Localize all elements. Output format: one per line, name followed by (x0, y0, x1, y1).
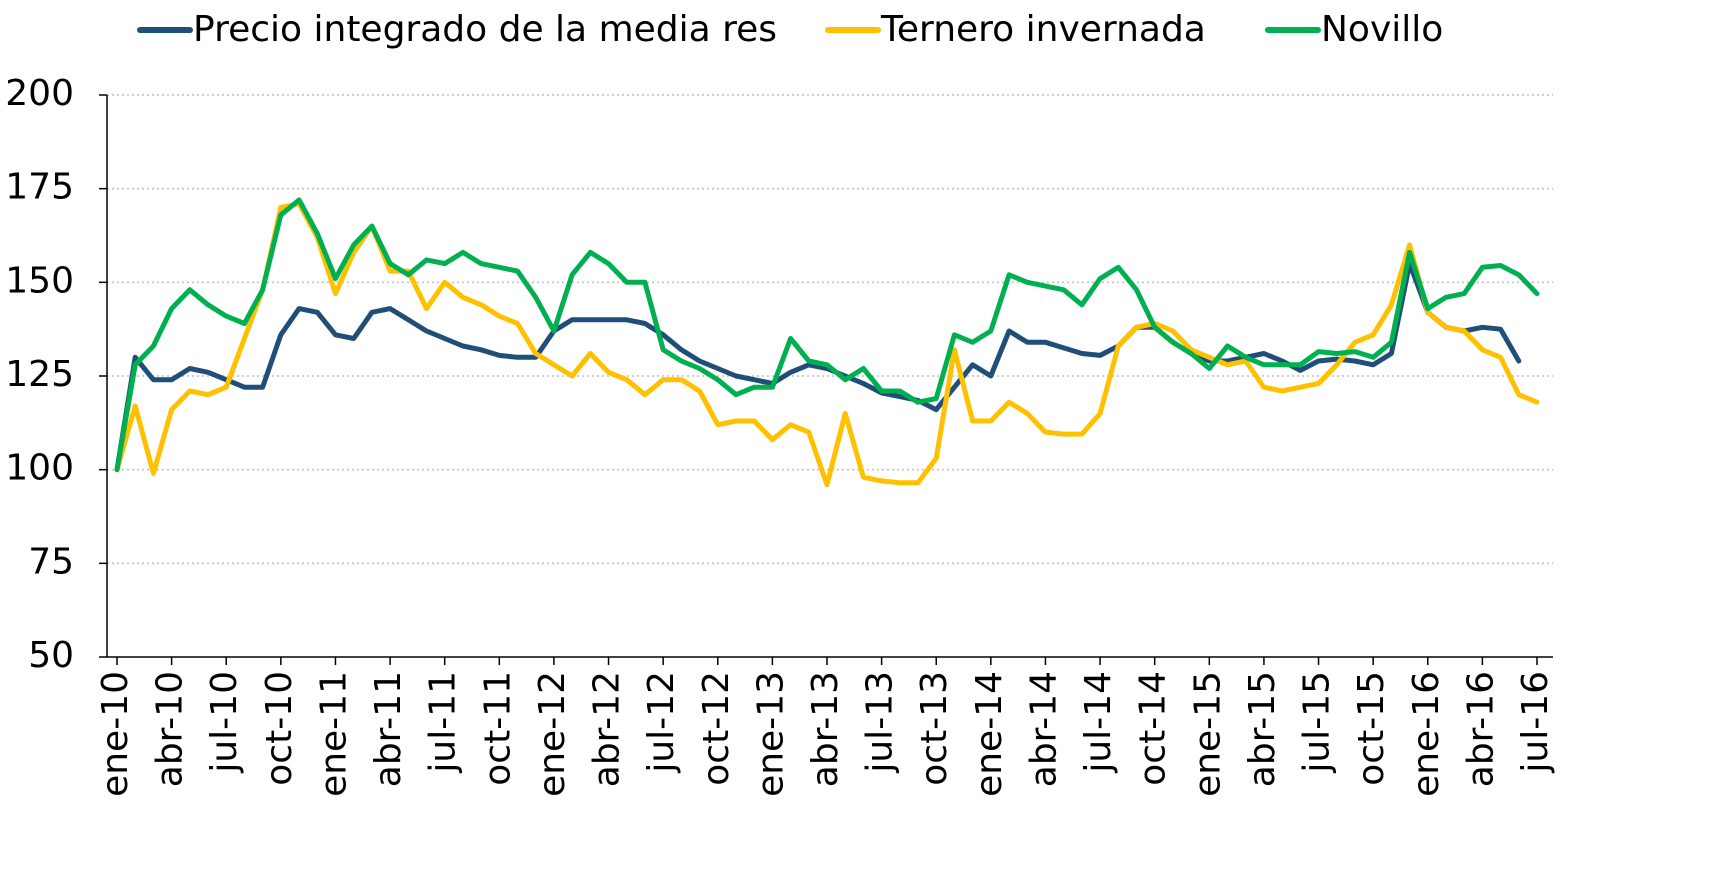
y-tick-label: 100 (5, 448, 74, 489)
x-tick-label: oct-15 (1351, 671, 1392, 786)
x-tick-label: jul-12 (641, 671, 682, 774)
x-tick-label: abr-11 (368, 671, 409, 787)
x-tick-label: abr-15 (1242, 671, 1283, 787)
x-tick-label: ene-11 (313, 671, 354, 797)
y-tick-label: 150 (5, 260, 74, 301)
x-tick-label: abr-10 (150, 671, 191, 787)
y-tick-label: 50 (28, 635, 74, 676)
x-tick-label: jul-13 (860, 671, 901, 774)
series-line (114, 261, 1522, 473)
x-tick-label: ene-13 (750, 671, 791, 797)
x-tick-label: oct-13 (914, 671, 955, 786)
x-tick-label: abr-13 (805, 671, 846, 787)
x-tick-label: ene-16 (1406, 671, 1447, 797)
y-tick-label: 75 (28, 541, 74, 582)
x-tick-label: ene-15 (1187, 671, 1228, 797)
x-tick-label: oct-10 (259, 671, 300, 786)
legend-label: Precio integrado de la media res (193, 9, 777, 50)
x-tick-label: jul-11 (423, 671, 464, 774)
x-tick-label: ene-14 (969, 671, 1010, 797)
x-tick-label: jul-10 (204, 671, 245, 774)
x-tick-label: oct-12 (696, 671, 737, 786)
x-tick-label: jul-15 (1297, 671, 1338, 774)
x-tick-label: ene-10 (95, 671, 136, 797)
x-tick-label: abr-16 (1460, 671, 1501, 787)
series-line (114, 197, 1540, 473)
x-tick-label: abr-12 (587, 671, 628, 787)
y-tick-label: 125 (5, 354, 74, 395)
x-tick-label: jul-14 (1078, 671, 1119, 774)
x-tick-label: ene-12 (532, 671, 573, 797)
legend-label: Ternero invernada (880, 9, 1206, 50)
x-tick-label: oct-14 (1133, 671, 1174, 786)
legend-label: Novillo (1321, 9, 1443, 50)
x-tick-label: jul-16 (1515, 671, 1556, 774)
x-tick-label: abr-14 (1023, 671, 1064, 787)
x-tick-label: oct-11 (477, 671, 518, 786)
y-tick-label: 200 (5, 73, 74, 114)
series-line (114, 201, 1540, 488)
y-tick-label: 175 (5, 167, 74, 208)
